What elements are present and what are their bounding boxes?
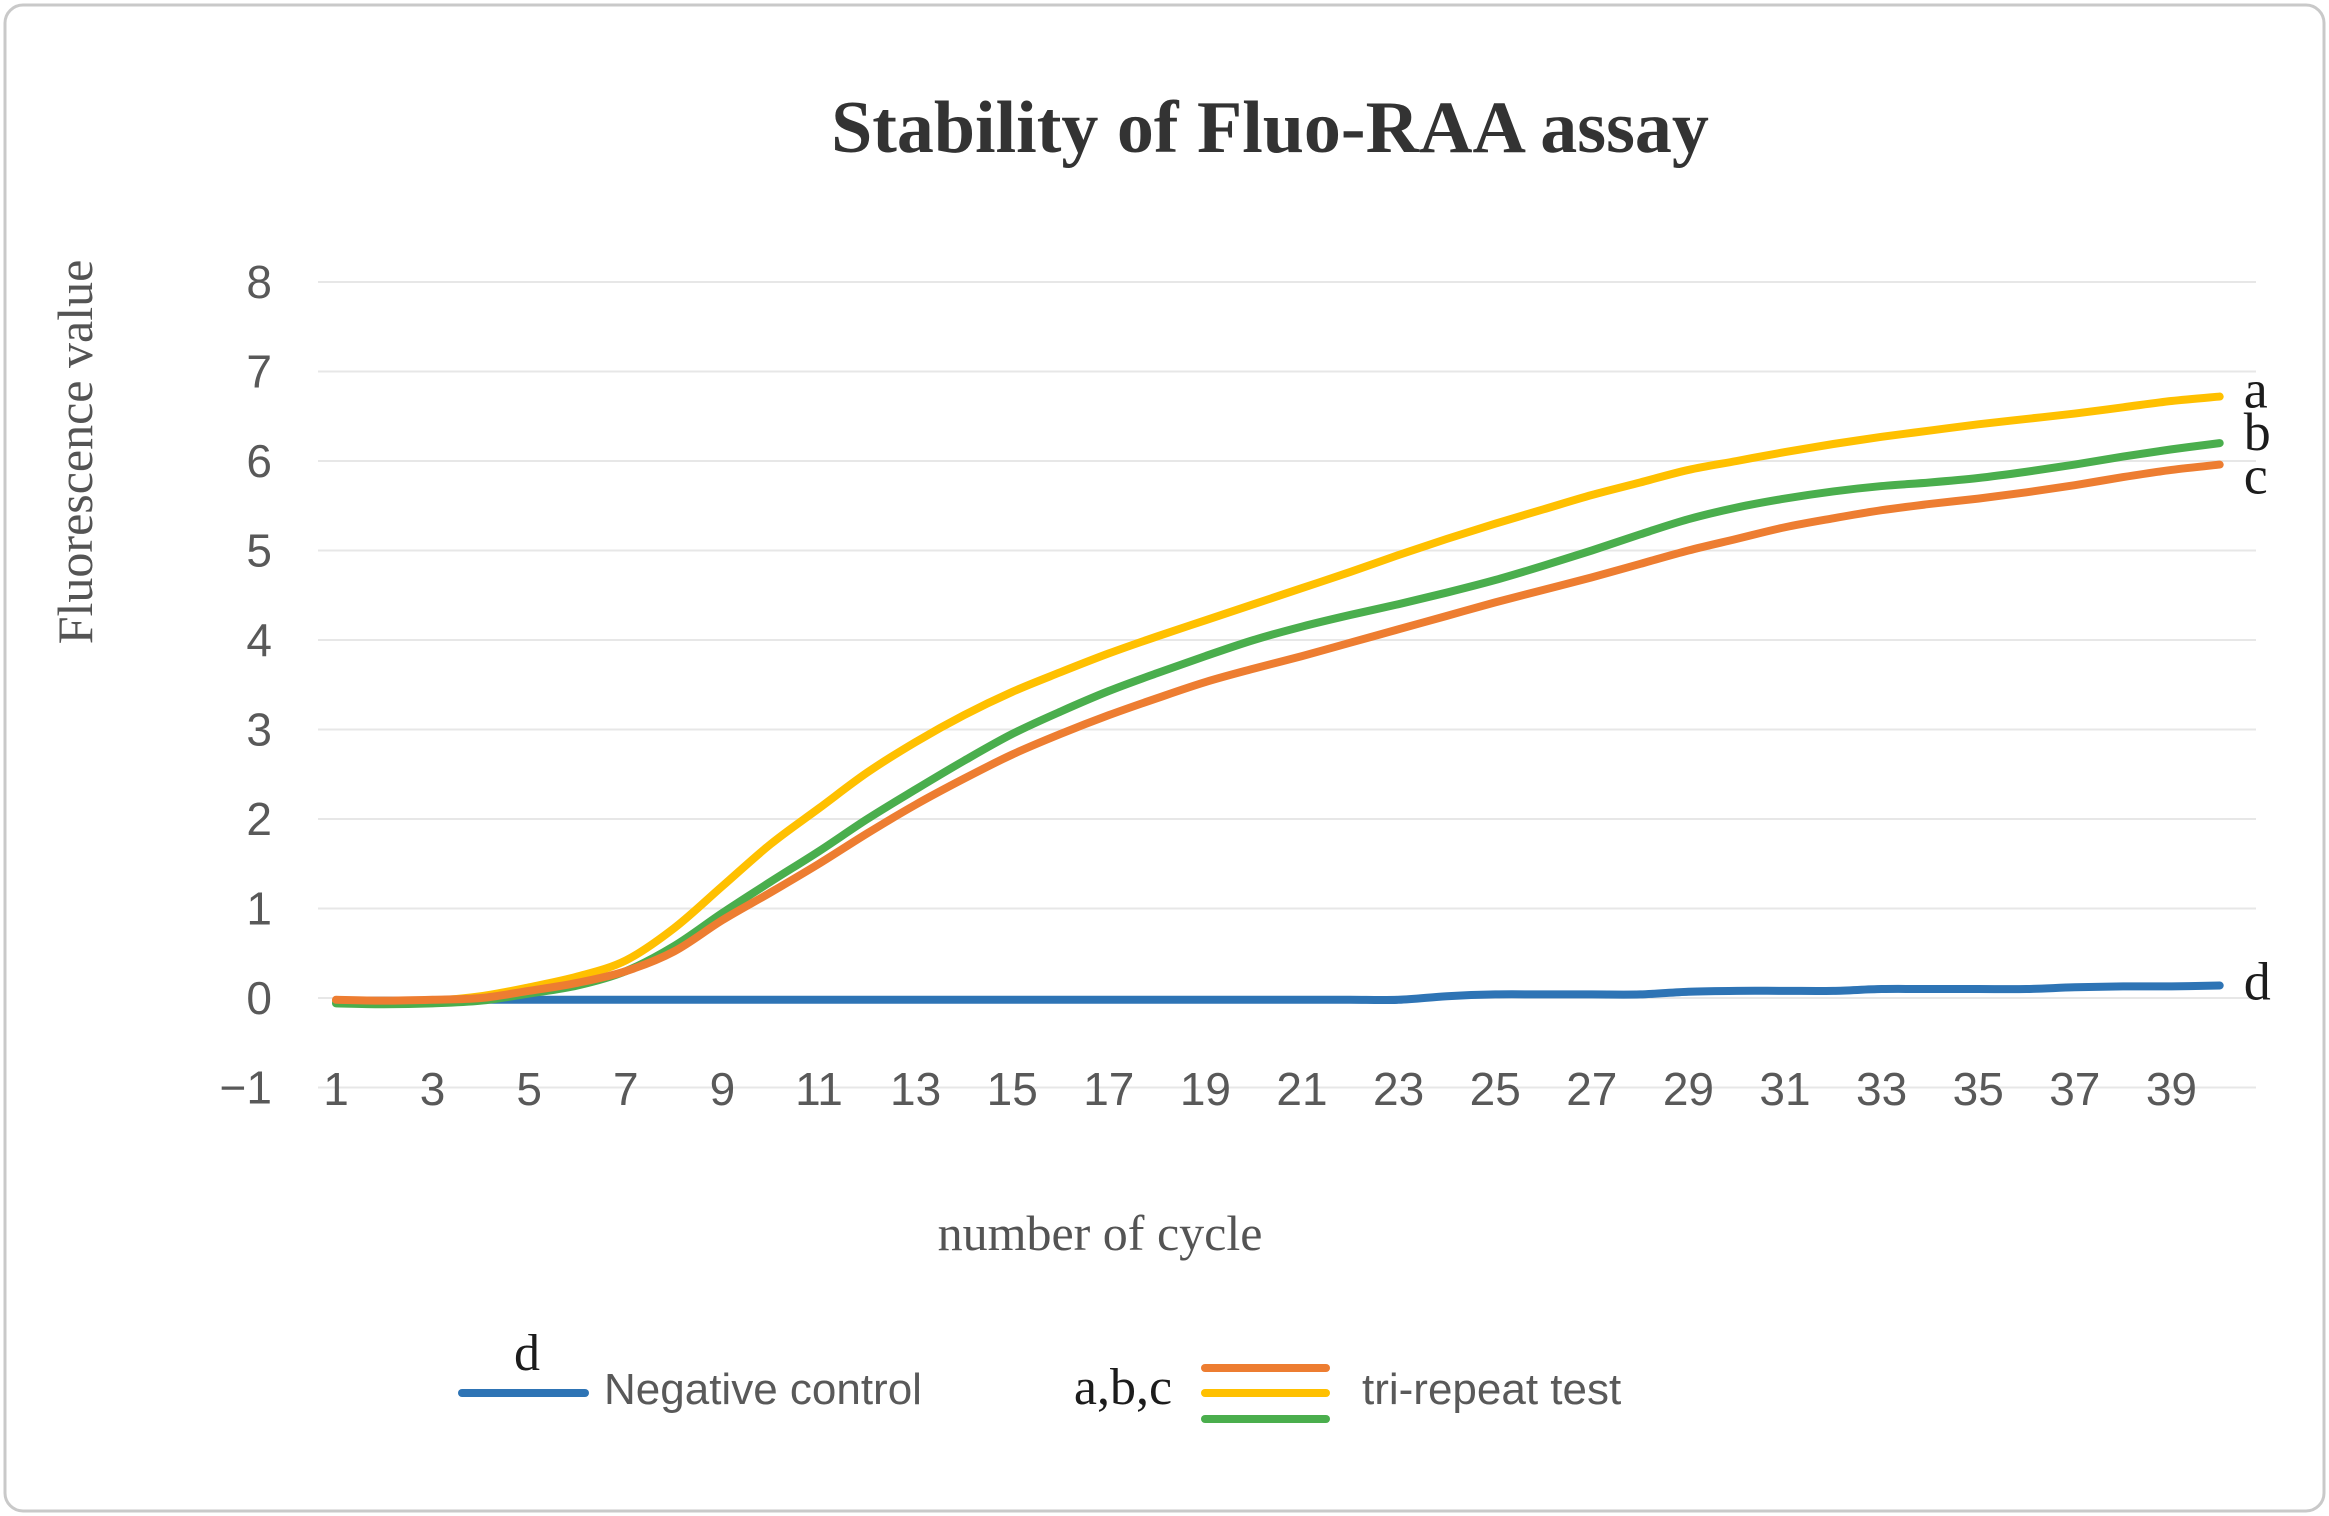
y-tick-label: 5 [246,525,272,577]
series-end-label-c: c [2244,446,2268,506]
x-tick-label: 7 [613,1063,639,1115]
series-line-d [332,981,2224,1005]
x-tick-label: 39 [2146,1063,2197,1115]
x-tick-label: 27 [1566,1063,1617,1115]
y-tick-label: 1 [246,883,272,935]
x-tick-label: 33 [1856,1063,1907,1115]
series-line-a [332,392,2224,1006]
x-tick-label: 11 [795,1063,843,1115]
x-tick-label: 29 [1663,1063,1714,1115]
x-tick-label: 13 [890,1063,941,1115]
x-tick-label: 3 [420,1063,446,1115]
legend-label-negative-control: Negative control [604,1365,922,1414]
x-tick-label: 25 [1470,1063,1521,1115]
series-end-label-d: d [2244,951,2271,1011]
legend: d Negative control a,b,c tri-repeat test [458,1325,1621,1423]
legend-letter-abc: a,b,c [1074,1359,1172,1416]
x-tick-label: 15 [987,1063,1038,1115]
x-tick-label: 37 [2049,1063,2100,1115]
y-tick-label: −1 [220,1062,272,1114]
x-tick-label: 23 [1373,1063,1424,1115]
series-end-label-b: b [2244,402,2271,462]
x-tick-label: 5 [516,1063,542,1115]
y-tick-label: 4 [246,614,272,666]
legend-letter-d: d [514,1325,540,1382]
y-axis-tick-labels: 8 7 6 5 4 3 2 1 0 −1 [220,256,272,1114]
x-tick-label: 9 [710,1063,736,1115]
series-end-labels: d abc [2244,360,2271,1012]
legend-label-tri-repeat-test: tri-repeat test [1362,1365,1621,1414]
y-tick-label: 2 [246,793,272,845]
series-end-label-a: a [2244,360,2268,420]
x-tick-label: 17 [1083,1063,1134,1115]
x-tick-label: 35 [1953,1063,2004,1115]
x-axis-title: number of cycle [938,1205,1263,1261]
y-tick-label: 7 [246,346,272,398]
y-tick-label: 6 [246,435,272,487]
y-tick-label: 0 [246,972,272,1024]
x-tick-label: 31 [1759,1063,1810,1115]
figure-border [3,3,2326,1513]
x-tick-label: 1 [323,1063,349,1115]
y-axis-title: Fluorescence value [47,260,103,645]
data-series [332,392,2224,1009]
y-tick-label: 8 [246,256,272,308]
x-tick-label: 21 [1276,1063,1327,1115]
y-tick-label: 3 [246,704,272,756]
chart-title: Stability of Fluo-RAA assay [831,87,1709,169]
x-tick-label: 19 [1180,1063,1231,1115]
x-axis-tick-labels: 1 3 5 7 9 11 13 15 17 19 21 23 25 27 29 31 33 35 37 39 [323,1063,2197,1115]
series-line-c [332,460,2224,1005]
